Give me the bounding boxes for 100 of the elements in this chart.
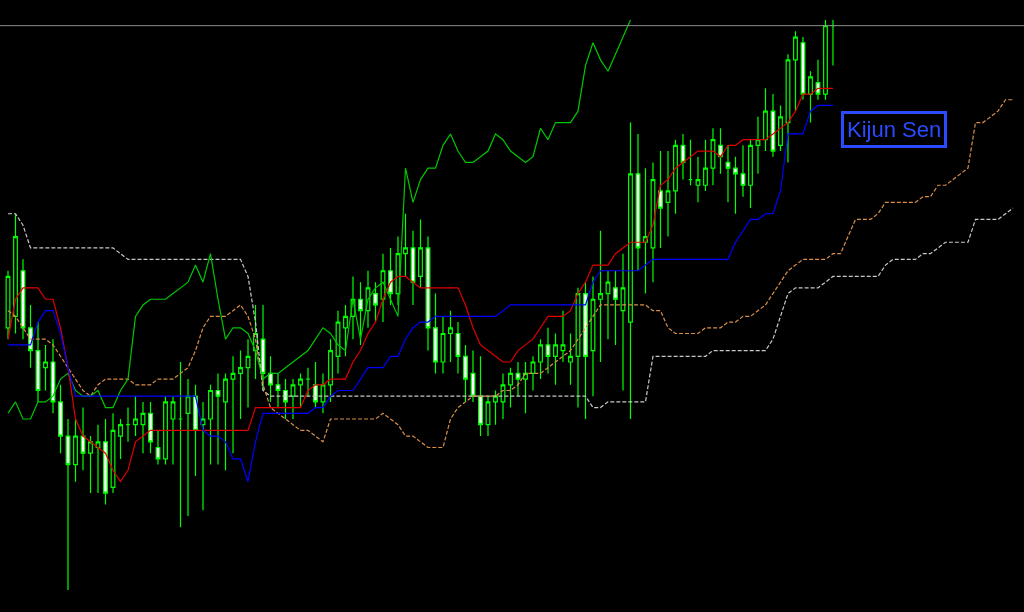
candlestick [800, 36, 806, 101]
candlestick [238, 349, 243, 420]
candlestick [830, 19, 836, 67]
candlestick [343, 304, 348, 357]
candlestick [620, 253, 626, 392]
candlestick [658, 150, 663, 249]
candlestick [13, 213, 18, 335]
candlestick [703, 139, 708, 192]
candlestick [43, 344, 48, 392]
candlestick [260, 304, 266, 392]
candlestick [478, 355, 483, 437]
candlestick [808, 70, 813, 124]
candlestick [148, 401, 153, 454]
candlestick [740, 144, 746, 198]
candlestick [598, 230, 603, 363]
candlestick [500, 372, 506, 420]
candlestick [193, 384, 198, 477]
candlestick [328, 338, 333, 403]
candlestick [725, 144, 731, 203]
candlestick [545, 327, 551, 374]
candlestick [433, 292, 438, 374]
candlestick [763, 87, 768, 152]
candlestick [418, 218, 423, 289]
candlestick [35, 321, 41, 403]
candlestick [695, 156, 701, 203]
candlestick [380, 253, 386, 323]
candlestick [410, 230, 416, 306]
candlestick [583, 281, 588, 420]
candlestick [245, 338, 251, 409]
candlestick [88, 435, 93, 494]
candlestick [358, 281, 363, 346]
candlestick [305, 367, 311, 397]
candlestick [575, 287, 581, 409]
candlestick [223, 372, 228, 471]
candlestick [290, 378, 296, 420]
candlestick [485, 395, 491, 437]
series-label: Kijun Sen [847, 117, 942, 142]
candlestick [523, 361, 528, 414]
candlestick [778, 104, 783, 152]
candlestick [335, 310, 341, 374]
candlestick [508, 367, 513, 409]
candlestick [568, 332, 573, 386]
candlestick [770, 93, 776, 158]
candlestick [665, 150, 671, 238]
candlestick [268, 355, 273, 403]
candlestick [793, 30, 798, 112]
candlestick [560, 310, 566, 363]
candlestick [275, 372, 281, 409]
candlestick [650, 161, 656, 283]
candlestick [673, 139, 678, 215]
candlestick [455, 321, 461, 374]
candlestick [178, 361, 183, 528]
candlestick [65, 418, 71, 591]
candlestick [200, 401, 206, 511]
candlestick [733, 156, 738, 215]
candlestick [470, 349, 476, 403]
candlestick [718, 127, 723, 175]
candlestick [133, 395, 138, 437]
candlestick [185, 378, 191, 517]
candlestick [163, 395, 168, 466]
candlestick [80, 406, 86, 471]
candlestick [215, 372, 221, 466]
candlestick [58, 384, 63, 454]
candlestick [710, 127, 716, 186]
candlestick [103, 418, 108, 506]
candlestick [298, 372, 303, 409]
candlestick [635, 133, 641, 272]
candlestick [373, 281, 378, 323]
candlestick [320, 372, 326, 414]
candlestick [463, 344, 468, 403]
candlestick [425, 235, 431, 352]
candlestick [590, 275, 596, 397]
candlestick [785, 53, 791, 164]
candlestick [613, 270, 618, 346]
candlestick [388, 247, 393, 306]
candlestick [313, 361, 318, 409]
candlestick [440, 315, 446, 374]
candlestick [208, 384, 213, 466]
candlestick [170, 395, 176, 466]
candlestick [448, 310, 453, 363]
candlestick [538, 338, 543, 380]
candlestick [755, 116, 761, 175]
candlestick [815, 59, 821, 101]
candlestick [95, 424, 101, 494]
candlestick [823, 19, 828, 101]
candlestick [140, 401, 146, 454]
candlestick [125, 406, 131, 443]
candlestick [283, 378, 288, 420]
candlestick [118, 418, 123, 460]
candlestick [155, 429, 161, 466]
candlestick [50, 338, 56, 414]
candlestick [553, 332, 558, 386]
candlestick [605, 270, 611, 340]
candlestick [680, 133, 686, 181]
candlestick [530, 355, 536, 392]
candlestick [515, 361, 521, 397]
candlestick [493, 389, 498, 426]
candlestick [403, 213, 408, 278]
candlestick [688, 139, 693, 186]
candlestick [73, 418, 78, 483]
